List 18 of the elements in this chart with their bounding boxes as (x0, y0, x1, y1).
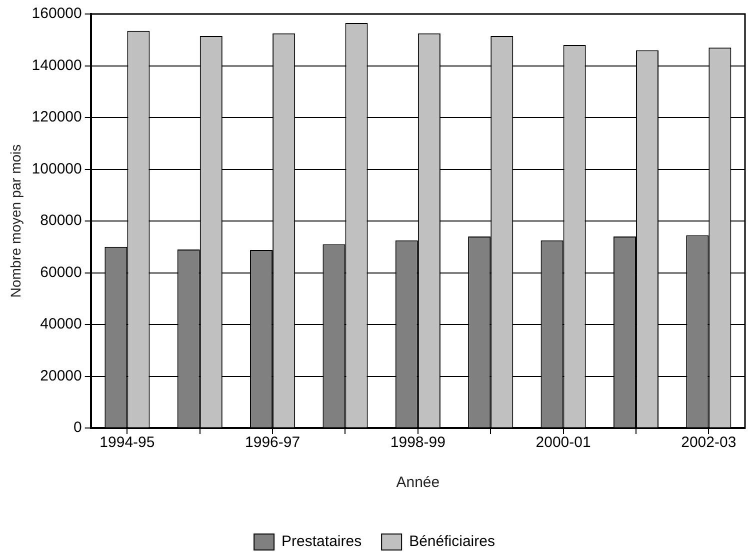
y-tick-label: 100000 (32, 160, 82, 178)
y-tick-label: 60000 (40, 264, 82, 281)
y-tick-label: 140000 (32, 56, 82, 74)
y-tick-label: 40000 (40, 316, 82, 333)
x-tick-label: 2000-01 (536, 434, 591, 452)
x-axis-title: Année (396, 474, 440, 492)
x-tick-label: 1996-97 (245, 434, 300, 452)
y-tick-label: 20000 (40, 367, 82, 384)
x-tick-label: 1998-99 (390, 434, 446, 452)
y-axis-title: Nombre moyen par mois (7, 144, 24, 298)
legend-label: Bénéficiaires (409, 533, 495, 550)
y-tick-label: 0 (74, 419, 82, 436)
y-tick-label: 160000 (32, 5, 82, 22)
y-tick-label: 120000 (32, 108, 82, 126)
legend-label: Prestataires (282, 533, 362, 550)
y-tick-label: 80000 (40, 212, 82, 230)
x-tick-label: 1994-95 (100, 434, 155, 452)
x-tick-label: 2002-03 (681, 434, 736, 452)
